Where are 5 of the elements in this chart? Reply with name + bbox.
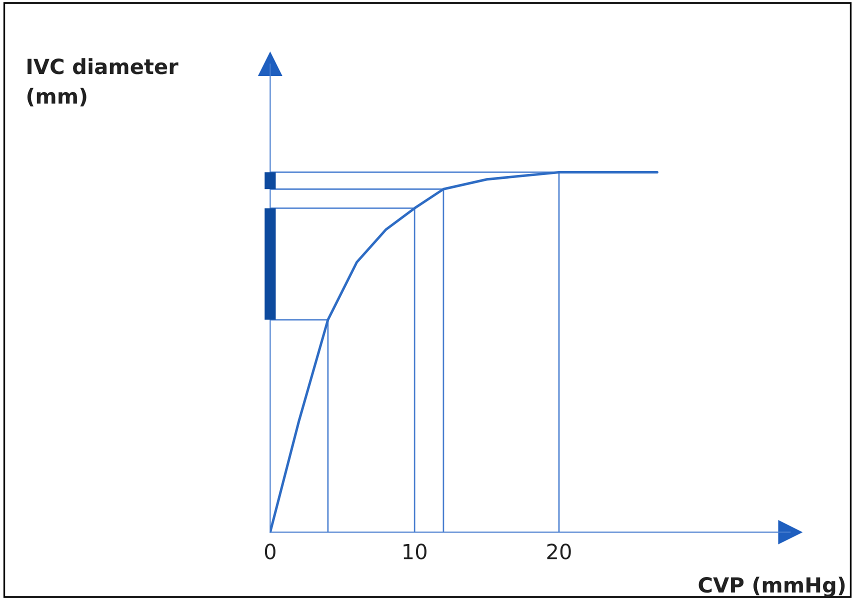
x-tick-label: 20 bbox=[547, 544, 571, 560]
text: IVC diameter (mm) bbox=[27, 58, 178, 106]
x-axis-title: CVP (mmHg) bbox=[698, 576, 845, 597]
x-tick-label: 10 bbox=[404, 544, 426, 560]
x-tick-label: 0 bbox=[264, 544, 276, 560]
